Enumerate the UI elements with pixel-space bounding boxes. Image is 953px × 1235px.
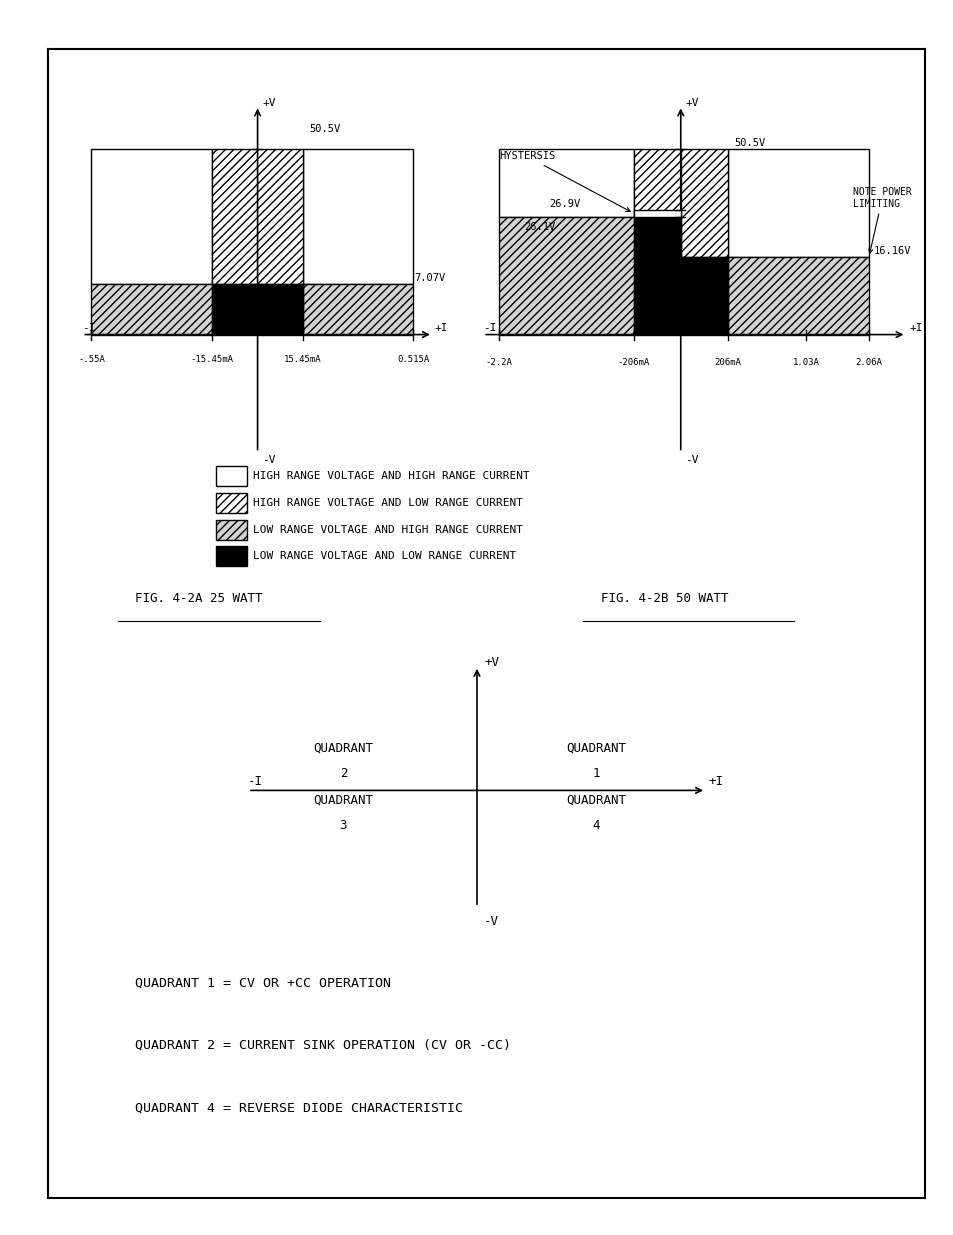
Text: LOW RANGE VOLTAGE AND LOW RANGE CURRENT: LOW RANGE VOLTAGE AND LOW RANGE CURRENT bbox=[253, 552, 516, 562]
Bar bbox=[498, 149, 633, 216]
Text: -V: -V bbox=[262, 454, 275, 464]
Text: QUADRANT: QUADRANT bbox=[566, 741, 625, 755]
Text: FIG. 4-2B 50 WATT: FIG. 4-2B 50 WATT bbox=[600, 593, 727, 605]
Text: 2.06A: 2.06A bbox=[855, 358, 882, 367]
Text: 0.515A: 0.515A bbox=[396, 354, 429, 363]
Bar bbox=[91, 149, 212, 284]
Text: 1: 1 bbox=[592, 767, 599, 781]
Bar bbox=[303, 284, 413, 335]
Bar bbox=[633, 210, 680, 216]
Text: 26.1V: 26.1V bbox=[523, 222, 555, 232]
Text: +V: +V bbox=[684, 98, 699, 107]
Text: 206mA: 206mA bbox=[714, 358, 740, 367]
Text: -I: -I bbox=[82, 324, 95, 333]
Text: 1.03A: 1.03A bbox=[792, 358, 819, 367]
Text: -.55A: -.55A bbox=[78, 354, 105, 363]
Text: -2.2A: -2.2A bbox=[485, 358, 512, 367]
Bar bbox=[212, 149, 303, 284]
Text: +I: +I bbox=[434, 324, 447, 333]
Text: 15.45mA: 15.45mA bbox=[284, 354, 321, 363]
Bar bbox=[727, 149, 868, 257]
Text: +I: +I bbox=[707, 776, 722, 788]
Text: 26.9V: 26.9V bbox=[549, 199, 579, 209]
Bar bbox=[680, 257, 727, 335]
Bar bbox=[633, 216, 680, 335]
Text: 4: 4 bbox=[592, 819, 599, 832]
Text: -V: -V bbox=[684, 454, 699, 464]
Text: -V: -V bbox=[483, 915, 498, 929]
Text: QUADRANT: QUADRANT bbox=[566, 793, 625, 806]
Text: -I: -I bbox=[248, 776, 263, 788]
Text: NOTE POWER
LIMITING: NOTE POWER LIMITING bbox=[852, 186, 911, 253]
Text: HYSTERSIS: HYSTERSIS bbox=[498, 152, 630, 211]
Bar bbox=[680, 149, 727, 257]
Bar bbox=[215, 547, 247, 567]
Text: +V: +V bbox=[262, 98, 275, 107]
Text: QUADRANT 4 = REVERSE DIODE CHARACTERISTIC: QUADRANT 4 = REVERSE DIODE CHARACTERISTI… bbox=[134, 1102, 462, 1114]
Bar bbox=[215, 493, 247, 514]
Text: -I: -I bbox=[483, 324, 497, 333]
Text: FIG. 4-2A 25 WATT: FIG. 4-2A 25 WATT bbox=[135, 593, 263, 605]
Text: -15.45mA: -15.45mA bbox=[191, 354, 233, 363]
Text: HIGH RANGE VOLTAGE AND HIGH RANGE CURRENT: HIGH RANGE VOLTAGE AND HIGH RANGE CURREN… bbox=[253, 472, 529, 482]
Text: QUADRANT: QUADRANT bbox=[314, 741, 373, 755]
Text: 50.5V: 50.5V bbox=[309, 125, 340, 135]
Text: 7.07V: 7.07V bbox=[415, 273, 445, 283]
Text: 16.16V: 16.16V bbox=[873, 246, 910, 256]
Text: QUADRANT: QUADRANT bbox=[314, 793, 373, 806]
Bar bbox=[727, 257, 868, 335]
Text: QUADRANT 1 = CV OR +CC OPERATION: QUADRANT 1 = CV OR +CC OPERATION bbox=[134, 977, 390, 989]
Text: -206mA: -206mA bbox=[617, 358, 649, 367]
Bar bbox=[303, 149, 413, 284]
Text: QUADRANT 2 = CURRENT SINK OPERATION (CV OR -CC): QUADRANT 2 = CURRENT SINK OPERATION (CV … bbox=[134, 1039, 510, 1052]
Text: 3: 3 bbox=[339, 819, 347, 832]
Text: 50.5V: 50.5V bbox=[733, 138, 764, 148]
Bar bbox=[498, 216, 633, 335]
Text: 2: 2 bbox=[339, 767, 347, 781]
Text: +V: +V bbox=[483, 656, 498, 669]
Bar bbox=[215, 520, 247, 540]
Bar bbox=[212, 284, 303, 335]
Text: HIGH RANGE VOLTAGE AND LOW RANGE CURRENT: HIGH RANGE VOLTAGE AND LOW RANGE CURRENT bbox=[253, 498, 522, 508]
Text: +I: +I bbox=[908, 324, 923, 333]
Text: LOW RANGE VOLTAGE AND HIGH RANGE CURRENT: LOW RANGE VOLTAGE AND HIGH RANGE CURRENT bbox=[253, 525, 522, 535]
Bar bbox=[215, 467, 247, 487]
Bar bbox=[91, 284, 212, 335]
Bar bbox=[633, 149, 680, 216]
